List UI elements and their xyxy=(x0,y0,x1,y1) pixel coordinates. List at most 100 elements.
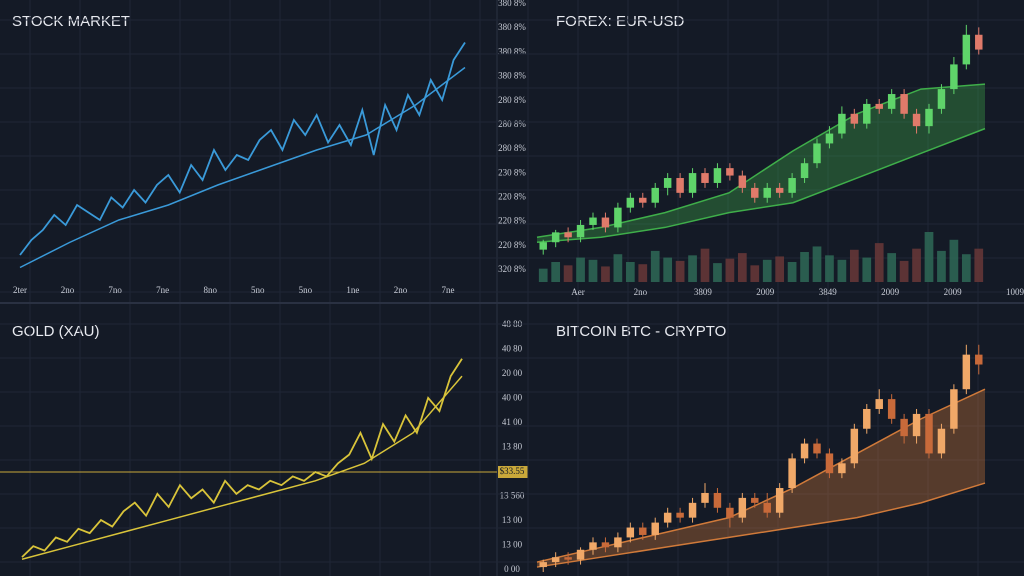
candle-body xyxy=(788,178,796,193)
candle-body xyxy=(564,232,572,238)
x-tick-label: 8no xyxy=(203,285,217,295)
volume-bar xyxy=(675,260,685,282)
candle-body xyxy=(838,113,846,134)
candle-body xyxy=(875,103,883,109)
candle-body xyxy=(539,242,547,250)
x-tick-label: 2009 xyxy=(756,287,775,297)
y-tick-label: 280 8% xyxy=(498,95,526,105)
candle-body xyxy=(701,173,709,183)
x-tick-label: 7ne xyxy=(442,285,455,295)
x-tick-label: 1ne xyxy=(346,285,359,295)
x-tick-label: 2ter xyxy=(13,285,27,295)
candle-body xyxy=(813,143,821,164)
volume-bar xyxy=(862,257,872,282)
volume-bar xyxy=(899,260,909,282)
volume-bar xyxy=(725,258,735,282)
candle-body xyxy=(788,458,796,489)
volume-bar xyxy=(713,263,722,282)
volume-bar xyxy=(638,264,648,282)
x-tick-label: Aer xyxy=(571,287,585,297)
candle-body xyxy=(639,527,647,535)
y-tick-label: 280 8% xyxy=(498,119,526,129)
candle-body xyxy=(614,537,622,548)
candle-body xyxy=(589,217,597,225)
candle-body xyxy=(751,497,759,503)
volume-bar xyxy=(775,256,785,282)
candle-body xyxy=(713,492,722,508)
candle-body xyxy=(950,64,958,90)
candle-body xyxy=(900,418,908,437)
volume-bar xyxy=(912,248,921,282)
candle-body xyxy=(887,399,896,419)
candle-body xyxy=(589,542,597,550)
candle-body xyxy=(676,178,684,193)
x-tick-label: 3809 xyxy=(694,287,713,297)
volume-bar xyxy=(737,253,747,282)
volume-bar xyxy=(937,250,946,282)
trend-upper xyxy=(536,388,986,563)
candle-body xyxy=(825,133,834,144)
candle-body xyxy=(813,443,821,454)
volume-bar xyxy=(849,249,859,282)
volume-bar xyxy=(576,257,585,282)
volume-bar xyxy=(887,253,897,282)
volume-bar xyxy=(688,255,697,282)
y-tick-label: 13 80 xyxy=(502,442,523,452)
volume-bar xyxy=(800,252,809,282)
candle-body xyxy=(962,34,971,65)
candle-body xyxy=(539,562,547,568)
candle-body xyxy=(626,527,635,538)
x-tick-label: 1009 xyxy=(1006,287,1024,297)
volume-bar xyxy=(563,265,573,282)
candle-body xyxy=(975,354,983,365)
y-tick-label: 380 8% xyxy=(498,0,526,8)
price-line xyxy=(21,375,463,561)
x-tick-label: 2no xyxy=(634,287,648,297)
candle-body xyxy=(825,453,834,474)
y-tick-label: 380 8% xyxy=(498,22,526,32)
volume-bar xyxy=(974,248,984,282)
price-line xyxy=(19,42,466,256)
trend-band xyxy=(537,84,985,243)
y-tick-label: 230 8% xyxy=(498,167,526,177)
candle-body xyxy=(663,512,672,523)
candle-body xyxy=(738,175,747,188)
x-tick-label: 3849 xyxy=(819,287,838,297)
volume-bar xyxy=(551,262,561,282)
y-tick-label: 280 8% xyxy=(498,143,526,153)
candle-body xyxy=(614,207,622,228)
y-tick-label: 220 8% xyxy=(498,192,526,202)
candle-body xyxy=(626,197,635,208)
volume-bar xyxy=(812,246,822,282)
candle-body xyxy=(713,168,722,183)
x-tick-label: 7no xyxy=(108,285,122,295)
panel-title: GOLD (XAU) xyxy=(12,323,100,340)
y-tick-label: 380 8% xyxy=(498,46,526,56)
candle-body xyxy=(663,178,672,188)
trend-lower xyxy=(536,127,986,243)
volume-bar xyxy=(613,254,623,282)
candle-body xyxy=(738,497,747,518)
candle-body xyxy=(925,108,933,127)
trend-upper xyxy=(536,83,986,239)
candle-body xyxy=(688,173,697,193)
candle-body xyxy=(651,522,659,535)
volume-bar xyxy=(601,266,610,282)
volume-bar xyxy=(874,243,884,282)
candle-body xyxy=(775,187,784,193)
x-tick-label: 2no xyxy=(61,285,75,295)
candle-body xyxy=(875,399,883,409)
trend-band xyxy=(537,389,985,568)
candle-body xyxy=(551,557,560,563)
candle-body xyxy=(800,443,809,459)
volume-bar xyxy=(650,250,660,282)
y-tick-label: 380 8% xyxy=(498,71,526,81)
candle-body xyxy=(937,428,946,454)
candle-body xyxy=(726,168,734,176)
candle-body xyxy=(925,413,933,454)
candle-body xyxy=(763,502,771,513)
y-tick-label: $33.55 xyxy=(500,466,525,476)
volume-bar xyxy=(538,268,548,282)
candle-body xyxy=(912,113,921,127)
